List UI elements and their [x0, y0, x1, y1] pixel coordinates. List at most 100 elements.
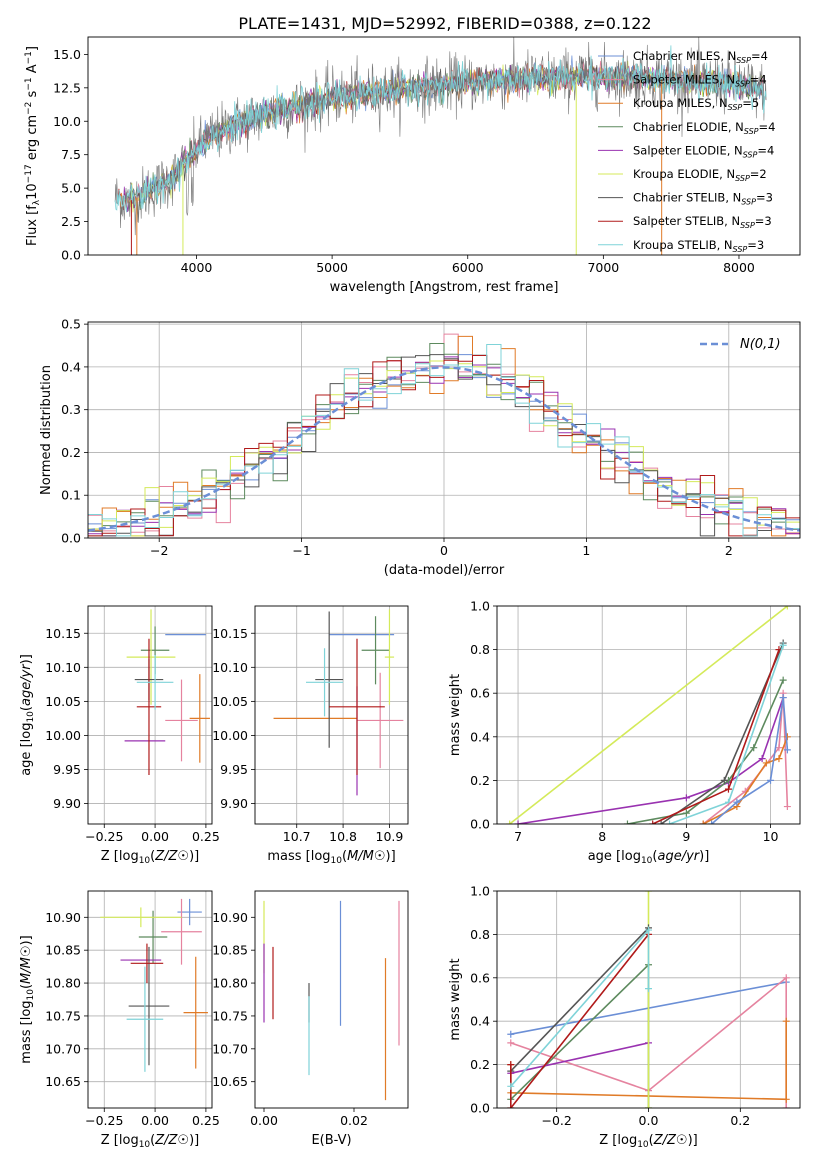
mass_vs_Z-ytick-label: 10.75 — [45, 1008, 81, 1023]
mass_weight_vs_Z-xtick-label: 0.0 — [639, 1113, 659, 1128]
legend-label-chabrier_elodie: Chabrier ELODIE, NSSP=4 — [633, 120, 775, 136]
residuals-xtick-label: 1 — [582, 543, 590, 558]
marker-salpeter_elodie — [758, 755, 766, 763]
spectrum-xtick-label: 8000 — [723, 260, 755, 275]
marker-salpeter_elodie — [682, 794, 690, 802]
mass_vs_Z-xlabel: Z [log10(Z/Z☉)] — [101, 1133, 200, 1150]
spectrum-xtick-label: 5000 — [316, 260, 348, 275]
residuals-ylabel: Normed distribution — [39, 365, 54, 495]
mass_weight_vs_Z-xtick-label: 0.2 — [730, 1113, 750, 1128]
mass_weight_vs_age-xlabel: age [log10(age/yr)] — [588, 849, 710, 866]
residuals-ytick-label: 0.0 — [61, 531, 81, 546]
mass_weight_vs_Z-plot-area — [507, 891, 790, 1108]
age_vs_mass-xtick-label: 10.7 — [283, 829, 311, 844]
mass_vs_Z-plot-area — [100, 898, 208, 1072]
residuals-ytick-label: 0.3 — [61, 402, 81, 417]
residuals-ytick-label: 0.5 — [61, 317, 81, 332]
spectrum-model-kroupa_stelib — [114, 45, 767, 213]
spectrum-plot-area — [114, 37, 767, 255]
marker-kroupa_elodie — [783, 606, 791, 610]
age_vs_Z-ylabel: age [log10(age/yr)] — [19, 654, 36, 776]
mass_weight_vs_age-xtick-label: 8 — [598, 829, 606, 844]
age_vs_Z-ytick-label: 9.90 — [53, 796, 81, 811]
mass_weight_vs_age-ytick-label: 0.6 — [470, 686, 490, 701]
spectrum-ytick-label: 12.5 — [53, 80, 81, 95]
mass_weight_vs_Z-ytick-label: 1.0 — [470, 884, 490, 899]
series-salpeter_stelib — [510, 933, 650, 1108]
spectrum-ylabel: Flux [fλ10−17 erg cm−2 s−1 A−1] — [24, 46, 42, 246]
residuals-ytick-label: 0.2 — [61, 445, 81, 460]
marker-chabrier_elodie — [623, 820, 631, 824]
spectrum-xtick-label: 4000 — [181, 260, 213, 275]
residuals-xtick-label: 0 — [440, 543, 448, 558]
legend-normal-label: N(0,1) — [740, 337, 781, 352]
histogram-kroupa_stelib — [88, 344, 800, 537]
age_vs_Z-panel: −0.25 0.00 0.25 9.90 9.95 10.00 10.05 10.10 10.1… — [19, 605, 220, 866]
histogram-kroupa_miles — [88, 335, 800, 537]
spectrum-xtick-label: 6000 — [452, 260, 484, 275]
marker-kroupa_stelib — [779, 641, 787, 649]
age_vs_mass-ytick-label: 9.95 — [220, 762, 248, 777]
age_vs_mass-ytick-label: 10.05 — [212, 694, 248, 709]
spectrum-data-line — [114, 37, 767, 236]
mass_vs_ebv-plot-area — [263, 900, 400, 1101]
series-chabrier_stelib — [510, 927, 650, 1072]
marker-chabrier_miles — [507, 1030, 515, 1038]
age_vs_mass-panel: 10.7 10.8 10.9 9.90 9.95 10.00 10.05 10.10 10.15… — [212, 605, 409, 866]
figure-title: PLATE=1431, MJD=52992, FIBERID=0388, z=0… — [238, 14, 651, 33]
age_vs_Z-ytick-label: 10.00 — [45, 728, 81, 743]
mass_weight_vs_Z-ytick-label: 0.0 — [470, 1101, 490, 1116]
spectrum-ytick-label: 0.0 — [61, 248, 81, 263]
spectrum-ytick-label: 15.0 — [53, 47, 81, 62]
spectrum-xlabel: wavelength [Angstrom, rest frame] — [330, 280, 559, 295]
mass_weight_vs_age-ytick-label: 0.0 — [470, 817, 490, 832]
marker-kroupa_stelib — [645, 926, 652, 934]
mass_weight_vs_Z-xtick-label: −0.2 — [542, 1113, 572, 1128]
age_vs_mass-xtick-label: 10.9 — [376, 829, 404, 844]
mass_vs_ebv-ytick-label: 10.65 — [212, 1074, 248, 1089]
legend-label-salpeter_miles: Salpeter MILES, NSSP=4 — [633, 73, 767, 89]
marker-chabrier_miles — [767, 776, 775, 784]
mass_weight_vs_Z-ylabel: mass weight — [448, 958, 463, 1040]
spectrum-frame — [87, 36, 801, 256]
residuals-ytick-label: 0.1 — [61, 488, 81, 503]
age_vs_mass-plot-area — [273, 609, 404, 796]
mass_vs_Z-xtick-label: 0.00 — [141, 1113, 169, 1128]
mass_vs_ebv-panel: 0.00 0.02 10.65 10.70 10.75 10.80 10.85 10.90 E(… — [212, 890, 409, 1148]
marker-salpeter_miles — [775, 744, 783, 752]
age_vs_Z-xtick-label: 0.00 — [141, 829, 169, 844]
mass_vs_Z-ytick-label: 10.90 — [45, 910, 81, 925]
mass_vs_ebv-ytick-label: 10.75 — [212, 1008, 248, 1023]
age_vs_mass-ytick-label: 9.90 — [220, 796, 248, 811]
mass_weight_vs_age-ytick-label: 1.0 — [470, 599, 490, 614]
age_vs_mass-ytick-label: 10.10 — [212, 660, 248, 675]
mass_vs_Z-xtick-label: −0.25 — [85, 1113, 123, 1128]
series-salpeter_elodie — [510, 1042, 649, 1075]
mass_weight_vs_age-ytick-label: 0.2 — [470, 773, 490, 788]
marker-kroupa_elodie — [645, 891, 652, 895]
mass_weight_vs_age-xtick-label: 10 — [763, 829, 779, 844]
mass_vs_ebv-frame — [254, 890, 409, 1109]
legend-label-salpeter_elodie: Salpeter ELODIE, NSSP=4 — [633, 143, 774, 159]
spectrum-panel: 4000 5000 6000 7000 8000 0.0 2.5 5.0 7.5 10.0 12.5… — [24, 36, 801, 295]
series-chabrier_elodie — [510, 962, 650, 1108]
marker-kroupa_miles — [762, 759, 770, 767]
marker-chabrier_elodie — [682, 809, 690, 817]
age_vs_Z-xlabel: Z [log10(Z/Z☉)] — [101, 849, 200, 866]
mass_weight_vs_age-ytick-label: 0.4 — [470, 729, 490, 744]
marker-chabrier_stelib — [720, 776, 728, 784]
age_vs_Z-ytick-label: 9.95 — [53, 762, 81, 777]
age_vs_Z-plot-area — [124, 609, 210, 775]
legend-label-chabrier_miles: Chabrier MILES, NSSP=4 — [633, 49, 768, 65]
marker-salpeter_stelib — [649, 820, 657, 824]
spectrum-ytick-label: 7.5 — [61, 147, 81, 162]
marker-kroupa_miles — [782, 1095, 790, 1103]
legend-label-kroupa_stelib: Kroupa STELIB, NSSP=3 — [633, 238, 764, 254]
marker-kroupa_miles — [783, 733, 791, 741]
mass_weight_vs_Z-ytick-label: 0.4 — [470, 1014, 490, 1029]
marker-kroupa_stelib — [666, 820, 674, 824]
residuals-xlabel: (data-model)/error — [384, 563, 505, 578]
residuals-ytick-label: 0.4 — [61, 359, 81, 374]
marker-kroupa_elodie — [645, 1104, 652, 1108]
mass_weight_vs_Z-ytick-label: 0.2 — [470, 1057, 490, 1072]
